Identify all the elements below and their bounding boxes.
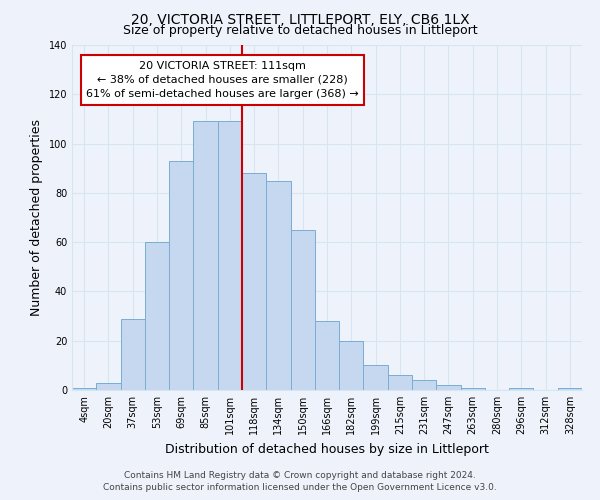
Bar	[461, 388, 485, 390]
X-axis label: Distribution of detached houses by size in Littleport: Distribution of detached houses by size …	[165, 442, 489, 456]
Bar	[436, 385, 461, 390]
Bar	[558, 388, 582, 390]
Bar	[193, 122, 218, 390]
Bar	[509, 388, 533, 390]
Bar	[121, 318, 145, 390]
Text: 20 VICTORIA STREET: 111sqm
← 38% of detached houses are smaller (228)
61% of sem: 20 VICTORIA STREET: 111sqm ← 38% of deta…	[86, 60, 359, 100]
Bar	[364, 366, 388, 390]
Bar	[388, 375, 412, 390]
Text: Size of property relative to detached houses in Littleport: Size of property relative to detached ho…	[122, 24, 478, 37]
Bar	[218, 122, 242, 390]
Bar	[412, 380, 436, 390]
Text: Contains HM Land Registry data © Crown copyright and database right 2024.
Contai: Contains HM Land Registry data © Crown c…	[103, 471, 497, 492]
Bar	[339, 340, 364, 390]
Bar	[96, 382, 121, 390]
Bar	[169, 161, 193, 390]
Y-axis label: Number of detached properties: Number of detached properties	[30, 119, 43, 316]
Bar	[266, 180, 290, 390]
Bar	[315, 321, 339, 390]
Bar	[145, 242, 169, 390]
Bar	[72, 388, 96, 390]
Bar	[290, 230, 315, 390]
Bar	[242, 173, 266, 390]
Text: 20, VICTORIA STREET, LITTLEPORT, ELY, CB6 1LX: 20, VICTORIA STREET, LITTLEPORT, ELY, CB…	[131, 12, 469, 26]
